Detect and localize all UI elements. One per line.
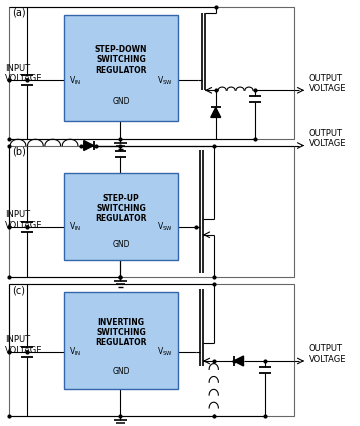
Text: (c): (c) [12, 285, 25, 295]
Bar [9, 146, 294, 277]
Polygon shape [211, 107, 221, 118]
Text: GND: GND [112, 367, 130, 376]
Text: $\mathregular{V_{SW}}$: $\mathregular{V_{SW}}$ [157, 221, 173, 233]
Text: $\mathregular{V_{SW}}$: $\mathregular{V_{SW}}$ [157, 346, 173, 358]
Text: $\mathregular{V_{IN}}$: $\mathregular{V_{IN}}$ [69, 74, 81, 86]
Bar [9, 7, 294, 138]
Text: $\mathregular{V_{IN}}$: $\mathregular{V_{IN}}$ [69, 346, 81, 358]
Text: STEP-UP
SWITCHING
REGULATOR: STEP-UP SWITCHING REGULATOR [95, 194, 147, 223]
Bar [64, 173, 178, 259]
Text: $\mathregular{V_{IN}}$: $\mathregular{V_{IN}}$ [69, 221, 81, 233]
Text: INPUT
VOLTAGE: INPUT VOLTAGE [5, 64, 43, 83]
Text: OUTPUT
VOLTAGE: OUTPUT VOLTAGE [309, 344, 346, 364]
Polygon shape [234, 356, 243, 366]
Text: STEP-DOWN
SWITCHING
REGULATOR: STEP-DOWN SWITCHING REGULATOR [95, 45, 147, 75]
Text: OUTPUT
VOLTAGE: OUTPUT VOLTAGE [309, 74, 346, 93]
Text: (b): (b) [12, 147, 26, 156]
Text: INPUT
VOLTAGE: INPUT VOLTAGE [5, 210, 43, 230]
Bar [64, 292, 178, 389]
Bar [64, 14, 178, 121]
Text: GND: GND [112, 97, 130, 106]
Text: INVERTING
SWITCHING
REGULATOR: INVERTING SWITCHING REGULATOR [95, 318, 147, 348]
Text: GND: GND [112, 239, 130, 249]
Bar [9, 285, 294, 417]
Polygon shape [84, 141, 94, 150]
Text: OUTPUT
VOLTAGE: OUTPUT VOLTAGE [309, 129, 346, 148]
Text: $\mathregular{V_{SW}}$: $\mathregular{V_{SW}}$ [157, 74, 173, 86]
Text: (a): (a) [12, 8, 26, 17]
Text: INPUT
VOLTAGE: INPUT VOLTAGE [5, 335, 43, 355]
